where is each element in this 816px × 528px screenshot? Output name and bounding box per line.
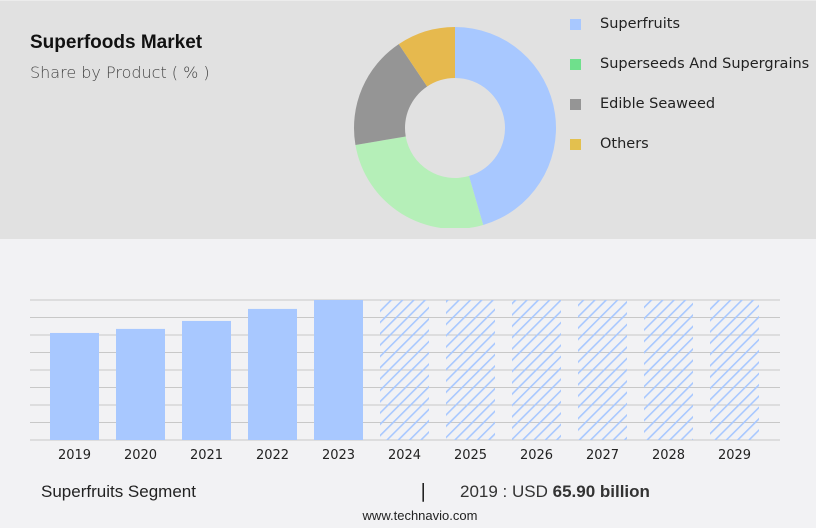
legend-label: Others	[600, 136, 649, 152]
value-amount: 65.90 billion	[552, 482, 650, 501]
bar-2022	[248, 308, 297, 440]
forecast-bar-2026	[512, 300, 561, 440]
bar-2020	[116, 328, 165, 440]
separator: |	[420, 480, 427, 502]
source-url: www.technavio.com	[362, 508, 478, 523]
x-tick-label: 2029	[718, 448, 751, 463]
x-tick-label: 2024	[388, 448, 421, 463]
donut-chart	[354, 27, 556, 228]
legend-swatch	[570, 99, 581, 110]
x-tick-label: 2025	[454, 448, 487, 463]
chart-subtitle: Share by Product ( % )	[30, 63, 210, 82]
forecast-bar-2027	[578, 300, 627, 440]
forecast-bar-2029	[710, 300, 759, 440]
x-tick-label: 2022	[256, 448, 289, 463]
segment-label: Superfruits Segment	[41, 482, 196, 501]
legend-label: Superfruits	[600, 16, 681, 32]
legend-label: Superseeds And Supergrains	[600, 56, 810, 72]
bar-2019	[50, 332, 99, 440]
chart-title: Superfoods Market	[30, 32, 203, 53]
x-tick-label: 2020	[124, 448, 157, 463]
donut-slice-others	[398, 27, 455, 87]
forecast-bar-2024	[380, 300, 429, 440]
x-tick-label: 2028	[652, 448, 685, 463]
legend-label: Edible Seaweed	[600, 96, 716, 112]
legend-swatch	[570, 59, 581, 70]
forecast-bar-2025	[446, 300, 495, 440]
x-tick-label: 2027	[586, 448, 619, 463]
forecast-bar-2028	[644, 300, 693, 440]
bars	[50, 300, 759, 440]
value-prefix: 2019 : USD	[460, 482, 553, 501]
donut-slice-edible-seaweed	[354, 44, 428, 146]
x-tick-label: 2026	[520, 448, 553, 463]
bar-2021	[182, 320, 231, 440]
bar-2023	[314, 300, 363, 440]
x-tick-label: 2021	[190, 448, 223, 463]
donut-slice-superfruits	[455, 27, 556, 225]
legend-swatch	[570, 139, 581, 150]
x-tick-label: 2019	[58, 448, 91, 463]
donut-slice-superseeds-and-supergrains	[355, 136, 484, 228]
segment-value: 2019 : USD 65.90 billion	[460, 482, 650, 502]
x-tick-label: 2023	[322, 448, 355, 463]
x-axis-labels: 2019 2020 2021 2022 2023 2024 2025 2026 2027 2028…	[58, 448, 751, 463]
legend-swatch	[570, 19, 581, 30]
